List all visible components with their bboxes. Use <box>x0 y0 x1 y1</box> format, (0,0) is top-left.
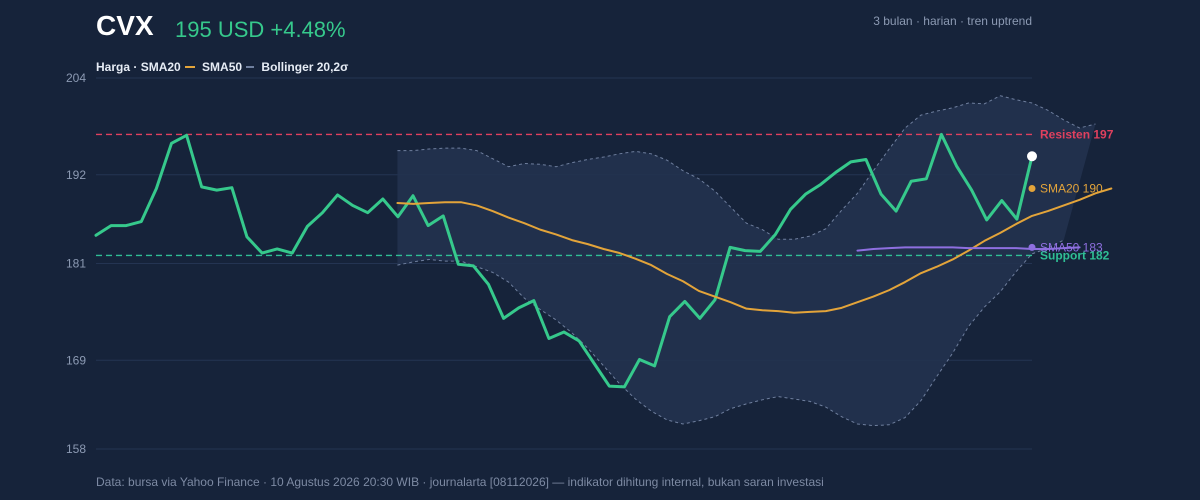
bollinger-upper-line <box>397 95 1096 240</box>
end-label-sma20: SMA20 190 <box>1040 181 1103 195</box>
price-change: 195 USD +4.48% <box>175 17 346 42</box>
bollinger-lower-line <box>397 239 1064 427</box>
chart-legend: Harga · SMA20 SMA50 Bollinger 20,2σ <box>96 60 348 74</box>
series-line-sma50 <box>856 246 1081 252</box>
y-tick-label-3: 192 <box>66 168 86 182</box>
legend-bollinger-swatch <box>246 65 255 68</box>
bollinger-band-fill <box>397 95 1096 426</box>
y-tick-label-4: 204 <box>66 71 86 85</box>
legend-bollinger: Bollinger 20,2σ <box>261 60 349 74</box>
reference-label-0: Resisten 197 <box>1040 127 1114 141</box>
footer-note: Data: bursa via Yahoo Finance · 10 Agust… <box>96 475 824 489</box>
labels-layer: Resisten 197 Support 182 SMA20 190 SMA50 18… <box>1040 127 1114 262</box>
y-tick-label-0: 158 <box>66 442 86 456</box>
legend-sma20-swatch <box>184 65 195 68</box>
end-marker-sma50 <box>1028 243 1036 251</box>
ticker-symbol: CVX <box>96 10 154 41</box>
legend-price: Harga · <box>96 60 138 74</box>
chart-meta: 3 bulan · harian · tren uptrend <box>873 14 1032 28</box>
end-label-sma50: SMA50 183 <box>1040 240 1103 254</box>
legend-sma50: SMA50 <box>202 60 243 74</box>
end-marker-sma20 <box>1028 184 1036 192</box>
price-end-marker <box>1027 151 1037 162</box>
y-tick-label-2: 181 <box>66 257 86 271</box>
bollinger-band-layer <box>397 95 1096 427</box>
y-tick-label-1: 169 <box>66 353 86 367</box>
series-layer <box>94 132 1113 389</box>
reference-lines-layer <box>96 133 1032 257</box>
legend-sma20: SMA20 <box>140 60 181 74</box>
series-line-sma20 <box>396 187 1113 314</box>
reference-label-1: Support 182 <box>1040 248 1110 262</box>
series-line-harga <box>94 132 1034 389</box>
